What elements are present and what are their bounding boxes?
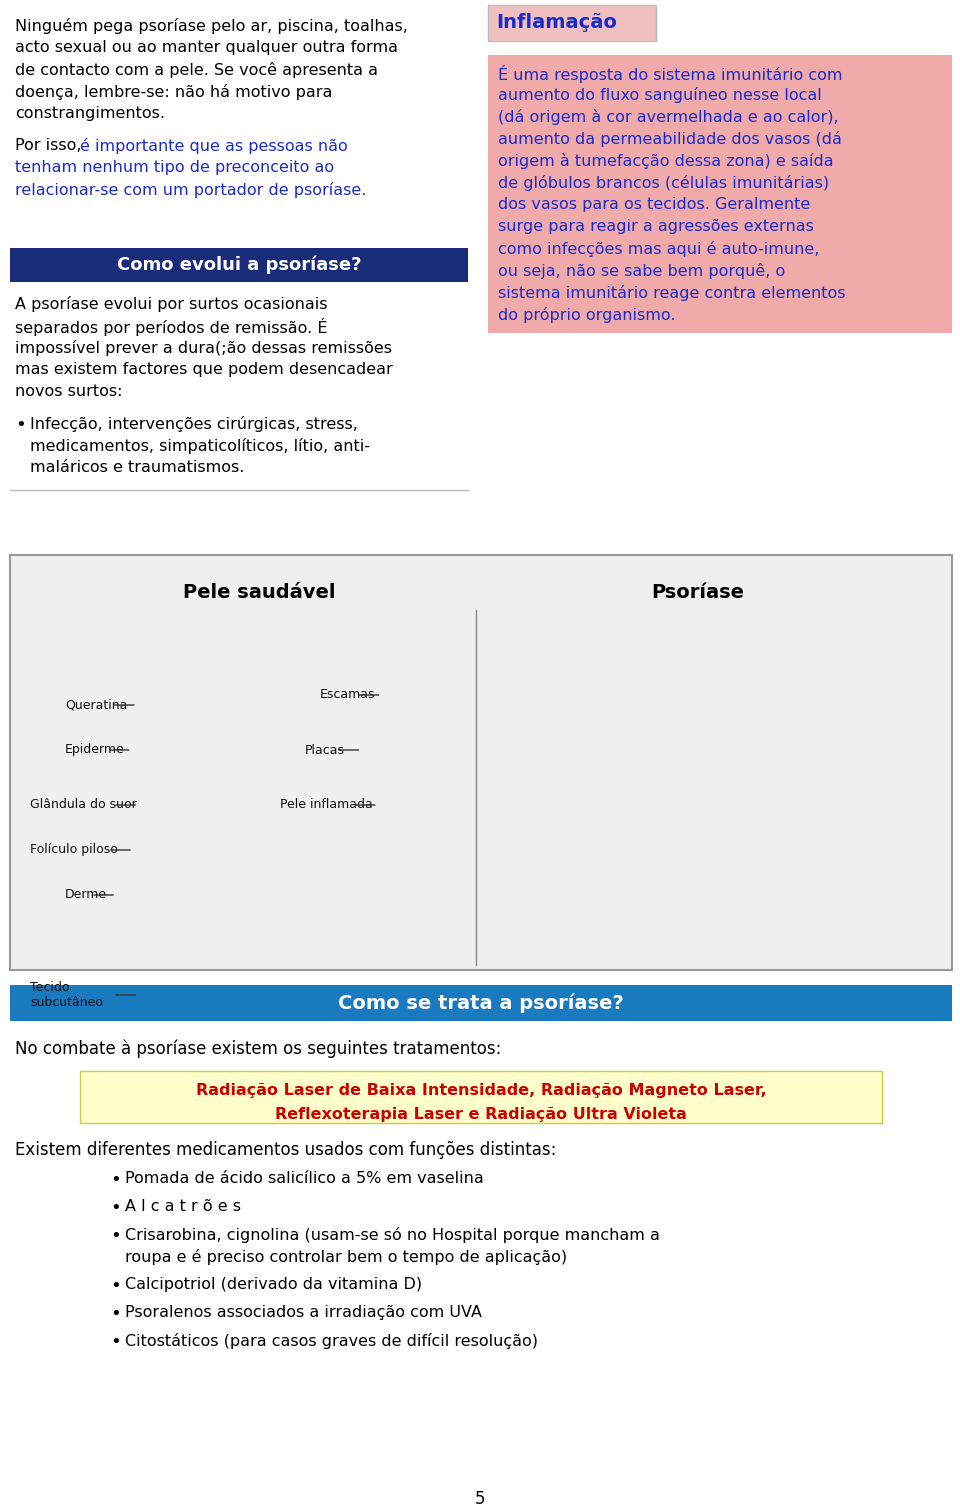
Text: •: • [110,1304,121,1323]
Text: ou seja, não se sabe bem porquê, o: ou seja, não se sabe bem porquê, o [498,262,785,279]
Text: origem à tumefacção dessa zona) e saída: origem à tumefacção dessa zona) e saída [498,152,833,169]
Text: sistema imunitário reage contra elementos: sistema imunitário reage contra elemento… [498,285,846,302]
Text: como infecções mas aqui é auto-imune,: como infecções mas aqui é auto-imune, [498,241,820,256]
Text: maláricos e traumatismos.: maláricos e traumatismos. [30,460,245,475]
FancyBboxPatch shape [488,54,952,333]
Text: É uma resposta do sistema imunitário com: É uma resposta do sistema imunitário com [498,65,843,83]
Text: de contacto com a pele. Se você apresenta a: de contacto com a pele. Se você apresent… [15,62,378,78]
Text: •: • [15,416,26,434]
Text: Queratina: Queratina [65,698,128,712]
Text: 5: 5 [475,1490,485,1508]
Text: medicamentos, simpaticolíticos, lítio, anti-: medicamentos, simpaticolíticos, lítio, a… [30,437,370,454]
Text: Epiderme: Epiderme [65,743,125,757]
FancyBboxPatch shape [80,1071,882,1123]
Text: do próprio organismo.: do próprio organismo. [498,308,676,323]
Text: Placas: Placas [305,743,345,757]
Text: Infecção, intervenções cirúrgicas, stress,: Infecção, intervenções cirúrgicas, stres… [30,416,358,431]
Text: Tecido
subcutâneo: Tecido subcutâneo [30,982,103,1009]
Text: aumento do fluxo sanguíneo nesse local: aumento do fluxo sanguíneo nesse local [498,87,822,103]
FancyBboxPatch shape [10,555,952,970]
Text: Como se trata a psoríase?: Como se trata a psoríase? [338,994,624,1013]
Text: Psoríase: Psoríase [651,584,744,602]
Text: Radiação Laser de Baixa Intensidade, Radiação Magneto Laser,: Radiação Laser de Baixa Intensidade, Rad… [196,1083,766,1098]
FancyBboxPatch shape [10,247,468,282]
Text: Glândula do suor: Glândula do suor [30,799,136,811]
Text: Pele saudável: Pele saudável [183,584,336,602]
Text: Como evolui a psoríase?: Como evolui a psoríase? [117,256,361,274]
Text: doença, lembre-se: não há motivo para: doença, lembre-se: não há motivo para [15,84,332,100]
Text: surge para reagir a agressões externas: surge para reagir a agressões externas [498,219,814,234]
Text: é importante que as pessoas não: é importante que as pessoas não [81,139,348,154]
Text: Calcipotriol (derivado da vitamina D): Calcipotriol (derivado da vitamina D) [125,1277,422,1292]
Text: aumento da permeabilidade dos vasos (dá: aumento da permeabilidade dos vasos (dá [498,131,842,146]
Text: •: • [110,1277,121,1295]
Text: Citostáticos (para casos graves de difícil resolução): Citostáticos (para casos graves de difíc… [125,1333,538,1350]
Text: roupa e é preciso controlar bem o tempo de aplicação): roupa e é preciso controlar bem o tempo … [125,1249,567,1265]
FancyBboxPatch shape [488,5,656,41]
Text: •: • [110,1333,121,1351]
Text: dos vasos para os tecidos. Geralmente: dos vasos para os tecidos. Geralmente [498,198,810,213]
Text: Existem diferentes medicamentos usados com funções distintas:: Existem diferentes medicamentos usados c… [15,1142,557,1160]
FancyBboxPatch shape [10,985,952,1021]
Text: A psoríase evolui por surtos ocasionais: A psoríase evolui por surtos ocasionais [15,296,327,312]
Text: (dá origem à cor avermelhada e ao calor),: (dá origem à cor avermelhada e ao calor)… [498,109,839,125]
Text: •: • [110,1228,121,1246]
Text: •: • [110,1199,121,1217]
Text: No combate à psoríase existem os seguintes tratamentos:: No combate à psoríase existem os seguint… [15,1039,501,1057]
Text: de glóbulos brancos (células imunitárias): de glóbulos brancos (células imunitárias… [498,175,829,192]
Text: Folículo piloso: Folículo piloso [30,843,118,857]
Text: Reflexoterapia Laser e Radiação Ultra Violeta: Reflexoterapia Laser e Radiação Ultra Vi… [276,1107,687,1122]
Text: mas existem factores que podem desencadear: mas existem factores que podem desencade… [15,362,393,377]
Text: separados por períodos de remissão. É: separados por períodos de remissão. É [15,318,327,336]
Text: Por isso,: Por isso, [15,139,86,152]
Text: A l c a t r õ e s: A l c a t r õ e s [125,1199,241,1214]
Text: •: • [110,1172,121,1188]
Text: Pele inflamada: Pele inflamada [280,799,372,811]
Text: relacionar-se com um portador de psoríase.: relacionar-se com um portador de psorías… [15,182,367,198]
Text: Crisarobina, cignolina (usam-se só no Hospital porque mancham a: Crisarobina, cignolina (usam-se só no Ho… [125,1228,660,1243]
Text: constrangimentos.: constrangimentos. [15,106,165,121]
Text: Psoralenos associados a irradiação com UVA: Psoralenos associados a irradiação com U… [125,1304,482,1320]
Text: Inflamação: Inflamação [496,14,617,33]
Text: Pomada de ácido salicílico a 5% em vaselina: Pomada de ácido salicílico a 5% em vasel… [125,1172,484,1185]
Text: Ninguém pega psoríase pelo ar, piscina, toalhas,: Ninguém pega psoríase pelo ar, piscina, … [15,18,408,35]
Text: novos surtos:: novos surtos: [15,385,123,400]
Text: Derme: Derme [65,888,108,902]
Text: impossível prever a dura(;ão dessas remissões: impossível prever a dura(;ão dessas remi… [15,339,392,356]
Text: tenham nenhum tipo de preconceito ao: tenham nenhum tipo de preconceito ao [15,160,334,175]
Text: acto sexual ou ao manter qualquer outra forma: acto sexual ou ao manter qualquer outra … [15,41,398,54]
Text: Escamas: Escamas [320,689,375,701]
